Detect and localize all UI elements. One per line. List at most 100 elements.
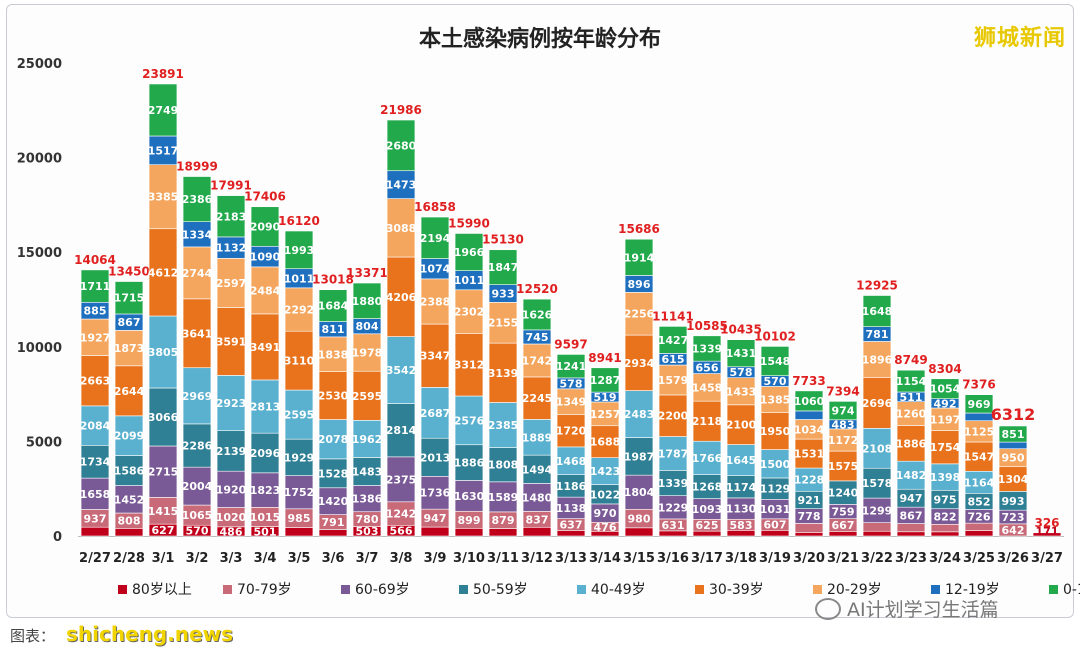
bar-segment-70-79 bbox=[930, 523, 960, 533]
bar-segment-50-59 bbox=[216, 430, 246, 472]
segment-label: 1626 bbox=[522, 309, 553, 322]
bar-segment-0-11 bbox=[250, 206, 280, 247]
segment-label: 642 bbox=[1002, 524, 1025, 537]
segment-label: 1684 bbox=[318, 300, 349, 313]
bar-segment-12-19 bbox=[182, 221, 212, 248]
bar-segment-50-59 bbox=[386, 403, 416, 458]
bar-segment-20-29 bbox=[182, 246, 212, 300]
segment-label: 1423 bbox=[590, 465, 621, 478]
bar-segment-0-11 bbox=[182, 176, 212, 222]
segment-label: 503 bbox=[356, 525, 379, 538]
source-site[interactable]: shicheng.news bbox=[65, 622, 233, 646]
segment-label: 2744 bbox=[182, 267, 213, 280]
segment-label: 1125 bbox=[964, 425, 995, 438]
segment-label: 808 bbox=[118, 515, 141, 528]
total-label: 15990 bbox=[448, 216, 490, 230]
segment-label: 1093 bbox=[692, 503, 723, 516]
bar-segment-50-59 bbox=[284, 438, 314, 476]
segment-label: 1873 bbox=[114, 342, 145, 355]
bar-segment-0-11 bbox=[352, 282, 382, 319]
segment-label: 1927 bbox=[80, 331, 111, 344]
segment-label: 1880 bbox=[352, 295, 383, 308]
segment-label: 1241 bbox=[556, 360, 587, 373]
segment-label: 885 bbox=[84, 305, 107, 318]
segment-label: 1260 bbox=[896, 408, 927, 421]
segment-label: 947 bbox=[900, 492, 923, 505]
segment-label: 1950 bbox=[760, 425, 791, 438]
segment-label: 947 bbox=[424, 512, 447, 525]
segment-label: 1386 bbox=[352, 493, 383, 506]
segment-label: 852 bbox=[968, 495, 991, 508]
bar-segment-50-59 bbox=[420, 437, 450, 477]
segment-label: 570 bbox=[764, 375, 787, 388]
segment-label: 1517 bbox=[148, 144, 179, 157]
source-prefix: 图表： bbox=[10, 627, 56, 645]
segment-label: 1575 bbox=[828, 460, 859, 473]
segment-label: 1711 bbox=[80, 280, 111, 293]
segment-label: 1886 bbox=[896, 437, 927, 450]
segment-label: 3110 bbox=[284, 355, 315, 368]
source-line: 图表： shicheng.news bbox=[10, 622, 233, 646]
legend-swatch-70-79 bbox=[223, 585, 232, 594]
bar-segment-70-79 bbox=[148, 497, 178, 525]
segment-label: 1020 bbox=[216, 511, 247, 524]
bar-segment-20-29 bbox=[386, 198, 416, 258]
bar-segment-70-79 bbox=[964, 522, 994, 531]
segment-label: 1468 bbox=[556, 455, 587, 468]
segment-label: 2096 bbox=[250, 447, 281, 460]
bar-segment-80+ bbox=[284, 527, 314, 537]
segment-label: 1431 bbox=[726, 347, 757, 360]
bar-segment-0-11 bbox=[386, 119, 416, 172]
segment-label: 1579 bbox=[658, 374, 689, 387]
y-tick-label: 10000 bbox=[17, 341, 62, 356]
bar-segment-0-11 bbox=[148, 83, 178, 137]
bar-segment-0-11 bbox=[488, 249, 518, 285]
bar-segment-20-29 bbox=[114, 330, 144, 367]
segment-label: 3491 bbox=[250, 341, 281, 354]
bar-segment-40-49 bbox=[454, 395, 484, 446]
bar-segment-0-11 bbox=[658, 326, 688, 354]
segment-label: 822 bbox=[934, 511, 957, 524]
segment-label: 566 bbox=[390, 525, 413, 538]
y-tick-label: 0 bbox=[53, 530, 62, 545]
segment-label: 1257 bbox=[590, 408, 621, 421]
bar-segment-20-29 bbox=[284, 287, 314, 332]
bar-segment-12-19 bbox=[998, 441, 1028, 450]
segment-label: 759 bbox=[832, 506, 855, 519]
bar-segment-0-11 bbox=[216, 195, 246, 238]
legend-label-0-11: 0-11岁 bbox=[1063, 582, 1080, 598]
bar-segment-80+ bbox=[488, 528, 518, 537]
total-label: 7394 bbox=[826, 384, 859, 398]
bar-segment-40-49 bbox=[80, 405, 110, 446]
total-label: 17406 bbox=[244, 190, 286, 204]
legend-swatch-0-11 bbox=[1049, 585, 1058, 594]
bar-segment-0-11 bbox=[556, 354, 586, 379]
wechat-watermark: AI计划学习生活篇 bbox=[815, 595, 999, 622]
x-tick-label: 3/23 bbox=[895, 551, 927, 566]
segment-label: 1480 bbox=[522, 491, 553, 504]
segment-label: 970 bbox=[594, 507, 617, 520]
bar-segment-20-29 bbox=[726, 377, 756, 406]
bar-segment-40-49 bbox=[250, 379, 280, 434]
legend-label-12-19: 12-19岁 bbox=[945, 582, 1000, 598]
segment-label: 583 bbox=[730, 519, 753, 532]
segment-label: 804 bbox=[356, 320, 379, 333]
segment-label: 1164 bbox=[964, 476, 995, 489]
segment-label: 980 bbox=[628, 513, 651, 526]
segment-label: 1993 bbox=[284, 244, 315, 257]
segment-label: 2595 bbox=[352, 390, 383, 403]
segment-label: 1645 bbox=[726, 454, 757, 467]
segment-label: 1339 bbox=[658, 477, 689, 490]
segment-label: 3641 bbox=[182, 327, 213, 340]
legend-swatch-60-69 bbox=[341, 585, 350, 594]
bar-segment-30-39 bbox=[556, 414, 586, 448]
total-label: 14064 bbox=[74, 253, 116, 267]
bar-segment-60-69 bbox=[386, 456, 416, 503]
segment-label: 1240 bbox=[828, 487, 859, 500]
bar-segment-70-79 bbox=[896, 523, 926, 533]
segment-label: 1349 bbox=[556, 396, 587, 409]
x-tick-label: 3/24 bbox=[929, 551, 961, 566]
bar-segment-30-39 bbox=[148, 228, 178, 317]
bar-segment-0-11 bbox=[420, 216, 450, 259]
segment-label: 578 bbox=[730, 366, 753, 379]
